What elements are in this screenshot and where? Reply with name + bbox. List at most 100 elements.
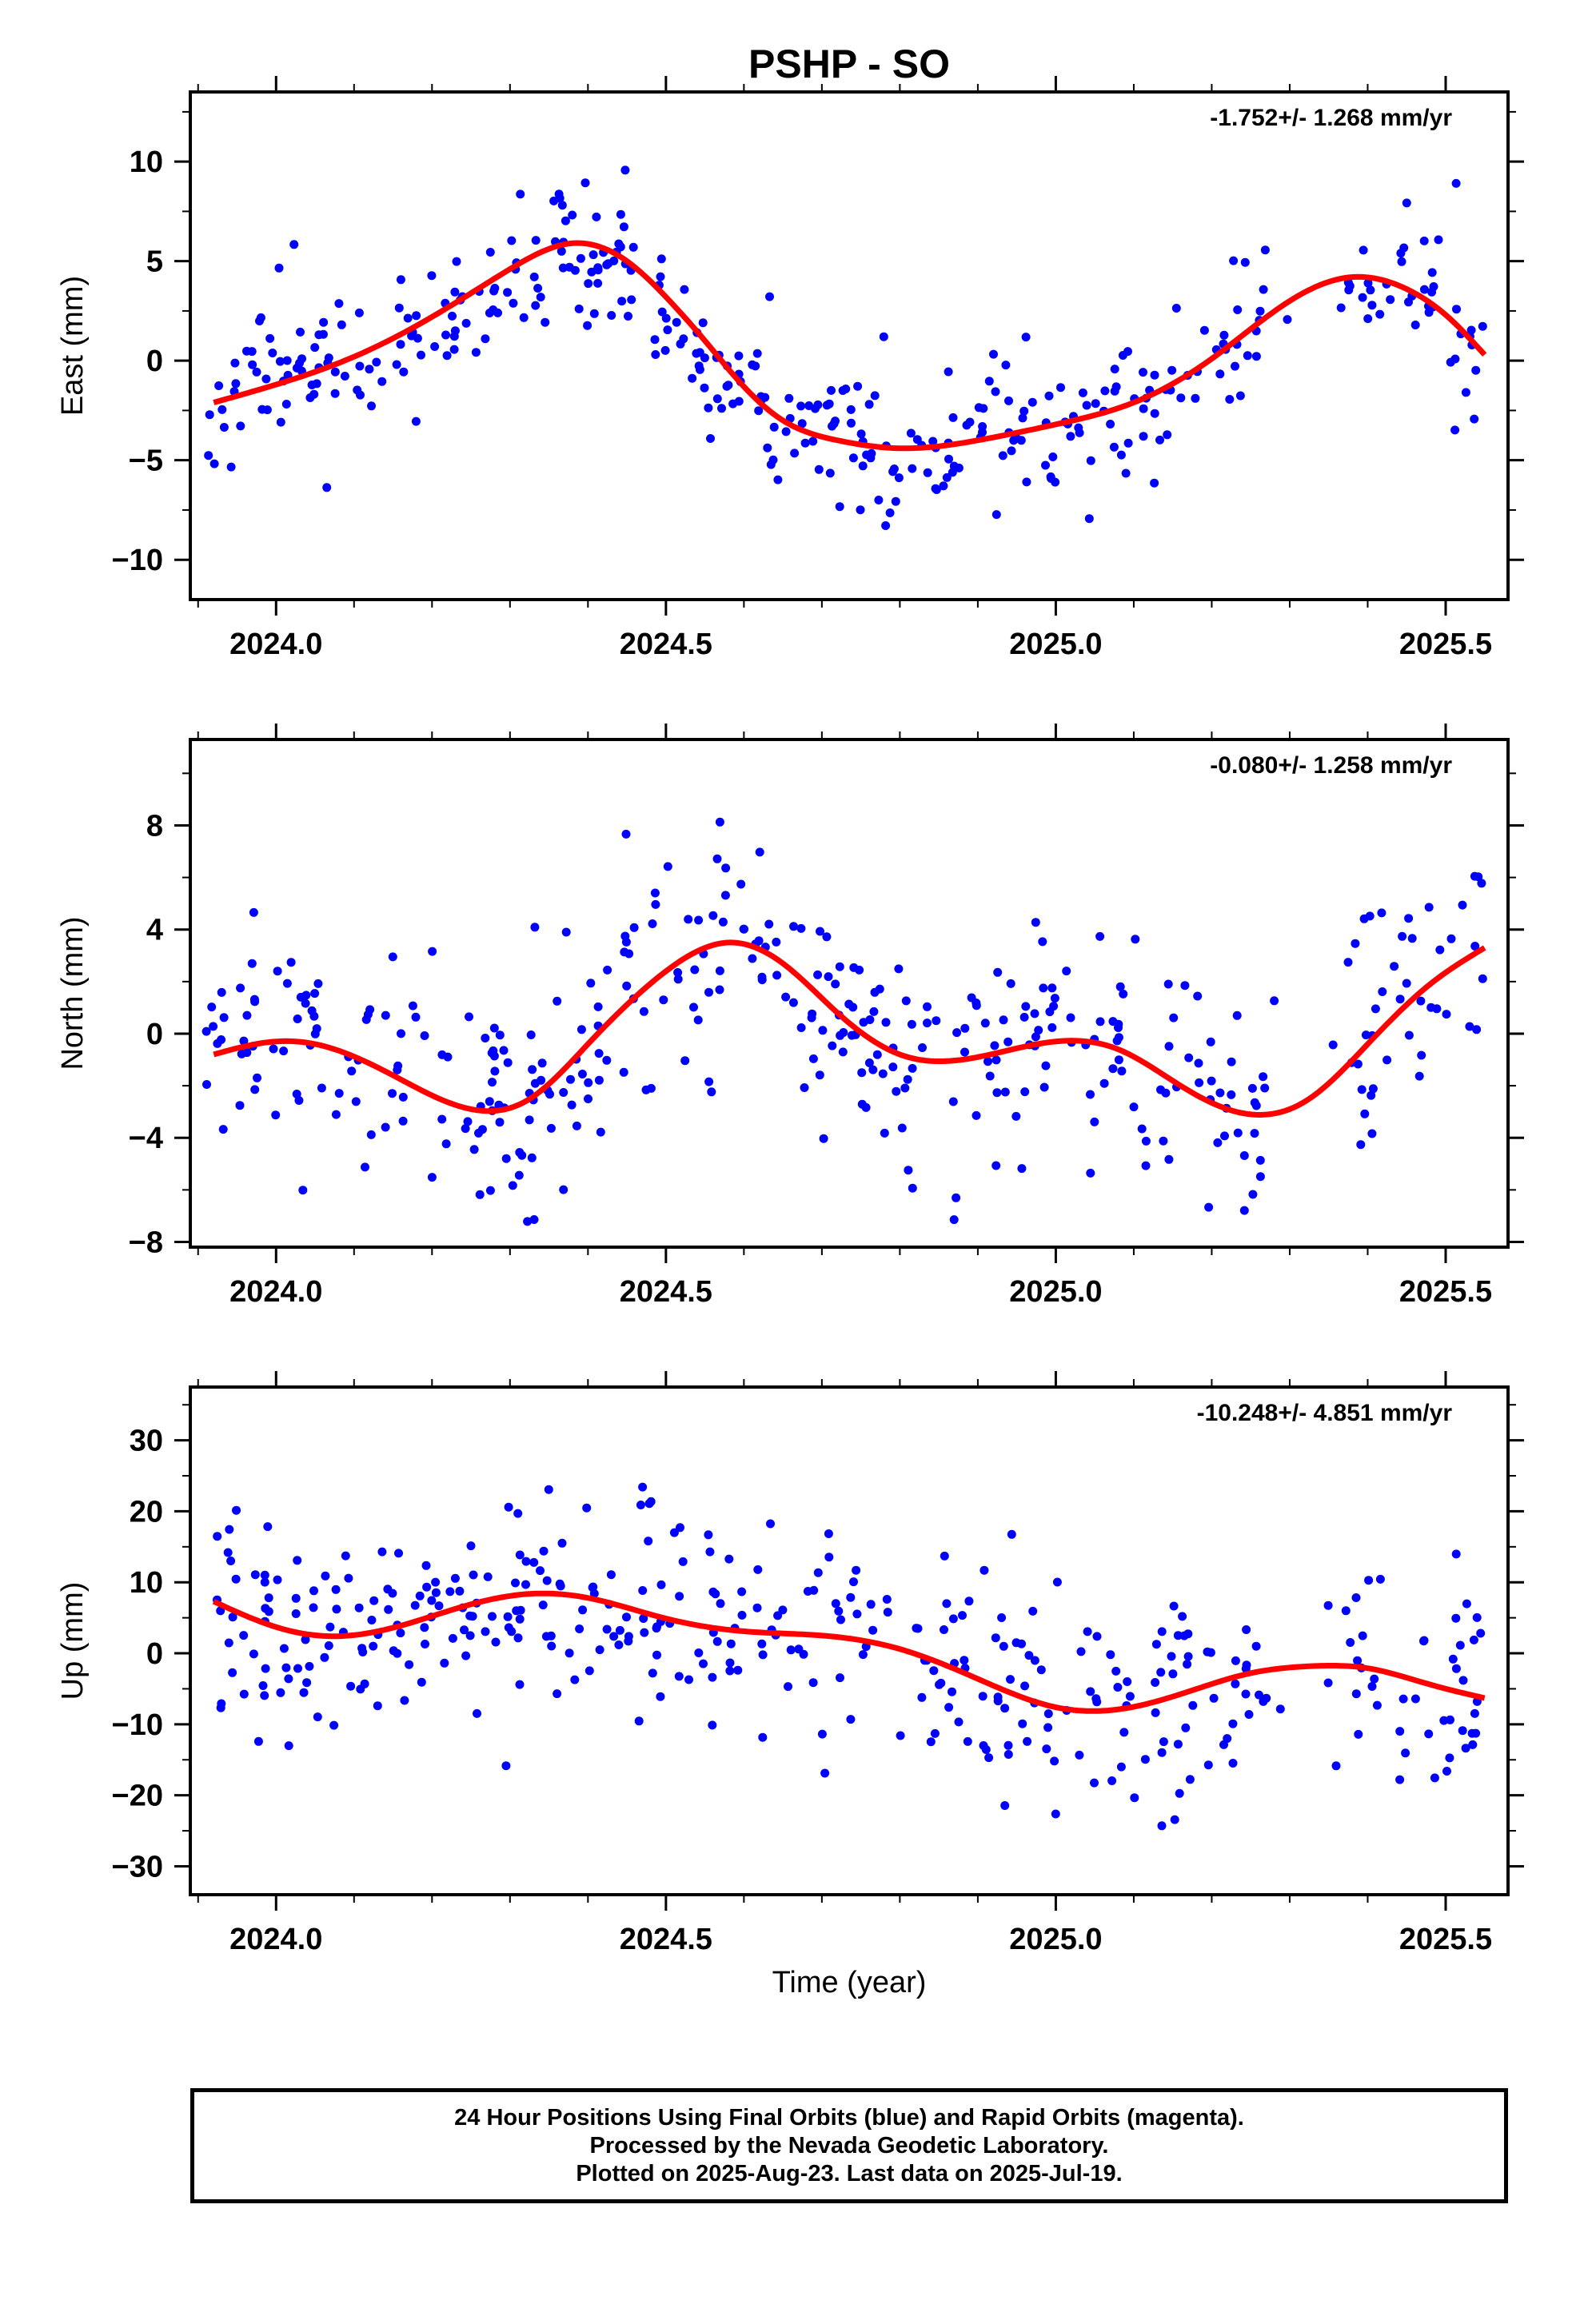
data-point [1041, 1061, 1051, 1070]
data-point [1095, 1017, 1105, 1026]
data-point [1228, 1719, 1238, 1728]
data-point [217, 987, 226, 997]
data-point [394, 303, 404, 313]
data-point [1137, 1124, 1147, 1134]
data-point [275, 357, 285, 366]
data-point [716, 1599, 725, 1608]
data-point [465, 1012, 473, 1022]
data-point [329, 1720, 339, 1730]
data-point [1363, 278, 1373, 288]
data-point [1116, 450, 1126, 460]
data-point [602, 260, 612, 269]
x-tick-label: 2025.0 [1009, 628, 1102, 661]
x-tick-label: 2024.5 [620, 1275, 712, 1309]
data-point [1000, 1801, 1010, 1810]
data-point [595, 1645, 604, 1655]
data-point [789, 922, 798, 931]
data-point [485, 1186, 495, 1195]
data-point [450, 1573, 460, 1583]
data-point [808, 1009, 817, 1018]
data-point [817, 1729, 827, 1739]
data-point [737, 1587, 747, 1597]
data-point [504, 1623, 513, 1632]
data-point [1235, 391, 1245, 401]
data-point [942, 1599, 952, 1608]
data-point [219, 423, 229, 432]
data-point [325, 1622, 335, 1632]
data-point [1478, 321, 1487, 331]
data-point [1270, 996, 1279, 1006]
data-point [752, 1603, 762, 1612]
data-point [485, 1097, 494, 1106]
data-point [1019, 1012, 1029, 1022]
data-point [944, 1703, 954, 1712]
data-point [680, 1056, 690, 1066]
data-point [307, 381, 317, 389]
data-point [1323, 1678, 1333, 1688]
data-point [292, 1090, 301, 1098]
data-point [808, 1054, 818, 1063]
data-point [1227, 1057, 1236, 1066]
data-point [1050, 994, 1059, 1003]
data-point [337, 320, 346, 329]
data-point [533, 284, 543, 293]
data-point [991, 1161, 1001, 1170]
data-point [737, 1610, 747, 1620]
data-point [1231, 1656, 1240, 1665]
data-point [872, 1050, 882, 1059]
data-point [281, 1663, 291, 1672]
data-point [1083, 1627, 1092, 1636]
data-point [1458, 1726, 1467, 1736]
data-point [529, 1215, 539, 1224]
data-point [264, 1607, 273, 1616]
data-point [866, 1600, 876, 1609]
data-point [1207, 1076, 1216, 1086]
data-point [695, 365, 704, 374]
data-point [846, 405, 856, 414]
data-point [757, 1639, 767, 1648]
data-point [261, 374, 271, 384]
data-point [1157, 1748, 1167, 1757]
data-point [584, 279, 593, 289]
data-point [930, 1728, 940, 1738]
data-point [1151, 1708, 1160, 1717]
data-point [1367, 301, 1377, 310]
data-point [1386, 295, 1395, 305]
data-point [870, 391, 880, 401]
data-point [553, 1689, 562, 1699]
data-point [1168, 1669, 1178, 1679]
data-point [305, 393, 315, 402]
data-point [494, 1100, 504, 1110]
data-point [305, 1661, 314, 1671]
data-point [237, 1049, 246, 1058]
data-point [858, 1650, 868, 1660]
data-point [1404, 914, 1414, 923]
data-point [1468, 1740, 1478, 1749]
data-point [258, 1681, 268, 1690]
data-point [273, 967, 282, 976]
data-point [427, 1596, 437, 1605]
data-point [253, 1073, 261, 1082]
data-point [1024, 1651, 1034, 1660]
data-point [1106, 420, 1115, 429]
data-point [501, 1154, 511, 1163]
data-point [1323, 1600, 1333, 1610]
data-point [1020, 1087, 1030, 1097]
data-point [1117, 1066, 1127, 1076]
data-point [790, 448, 800, 458]
data-point [820, 1768, 830, 1778]
data-point [816, 927, 824, 936]
data-point [527, 1153, 537, 1162]
data-point [1150, 370, 1159, 380]
data-point [331, 1585, 341, 1594]
data-point [607, 311, 616, 320]
data-point [226, 1557, 236, 1565]
data-point [827, 385, 836, 395]
data-point [879, 332, 888, 341]
plot-frame [189, 90, 1510, 601]
data-point [1004, 396, 1013, 405]
data-point [1019, 406, 1029, 416]
data-point [230, 358, 240, 368]
data-point [1171, 304, 1181, 313]
fit-curve [213, 939, 1486, 1118]
